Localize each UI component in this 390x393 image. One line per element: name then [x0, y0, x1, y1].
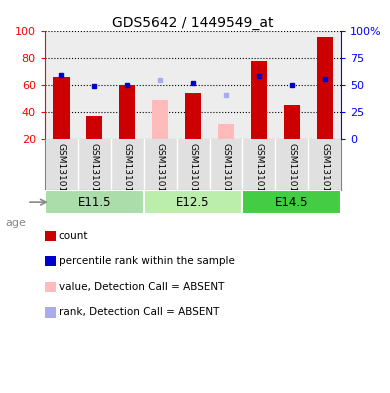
Bar: [78, 139, 111, 190]
Text: GSM1310181: GSM1310181: [320, 143, 329, 204]
Text: GSM1310173: GSM1310173: [57, 143, 66, 204]
Text: GSM1310180: GSM1310180: [222, 143, 230, 204]
Bar: [111, 31, 144, 139]
Bar: [284, 105, 300, 139]
Text: value, Detection Call = ABSENT: value, Detection Call = ABSENT: [58, 282, 224, 292]
Bar: [243, 139, 275, 190]
Text: GSM1310174: GSM1310174: [156, 143, 165, 204]
Text: GSM1310179: GSM1310179: [123, 143, 132, 204]
Bar: [275, 31, 308, 139]
Bar: [209, 31, 243, 139]
Bar: [243, 31, 275, 139]
Text: age: age: [6, 218, 27, 228]
Text: GSM1310175: GSM1310175: [254, 143, 263, 204]
Bar: [308, 31, 341, 139]
Text: GSM1310178: GSM1310178: [287, 143, 296, 204]
Bar: [308, 139, 341, 190]
Bar: [45, 139, 78, 190]
Bar: [144, 139, 177, 190]
Bar: [144, 190, 243, 214]
Bar: [177, 31, 209, 139]
Bar: [209, 139, 243, 190]
Text: E14.5: E14.5: [275, 196, 308, 209]
Text: E11.5: E11.5: [78, 196, 111, 209]
Bar: [218, 124, 234, 139]
Text: GSM1310177: GSM1310177: [188, 143, 198, 204]
Bar: [144, 31, 177, 139]
Bar: [78, 31, 111, 139]
Text: percentile rank within the sample: percentile rank within the sample: [58, 256, 234, 266]
Bar: [185, 94, 201, 139]
Bar: [45, 31, 78, 139]
Bar: [317, 37, 333, 139]
Bar: [177, 139, 209, 190]
Text: GSM1310176: GSM1310176: [90, 143, 99, 204]
Bar: [251, 61, 267, 139]
Text: E12.5: E12.5: [176, 196, 210, 209]
Title: GDS5642 / 1449549_at: GDS5642 / 1449549_at: [112, 17, 274, 30]
Bar: [111, 139, 144, 190]
Bar: [45, 190, 144, 214]
Text: rank, Detection Call = ABSENT: rank, Detection Call = ABSENT: [58, 307, 219, 318]
Bar: [86, 116, 103, 139]
Bar: [53, 77, 69, 139]
Bar: [243, 190, 341, 214]
Text: count: count: [58, 231, 88, 241]
Bar: [152, 100, 168, 139]
Bar: [119, 85, 135, 139]
Bar: [275, 139, 308, 190]
